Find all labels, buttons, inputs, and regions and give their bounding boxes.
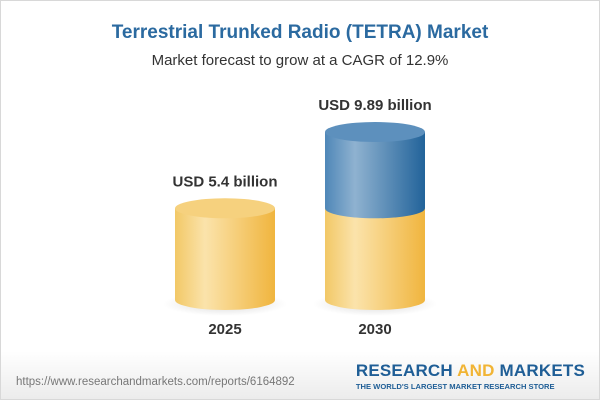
bar-2025-top bbox=[175, 198, 275, 219]
bar-2030-top bbox=[325, 122, 425, 142]
cylinder-chart: USD 5.4 billion 2025 USD 9.89 billion 2030 bbox=[163, 97, 437, 338]
source-url[interactable]: https://www.researchandmarkets.com/repor… bbox=[16, 376, 295, 388]
chart-subtitle: Market forecast to grow at a CAGR of 12.… bbox=[151, 52, 449, 69]
x-tick-label: 2030 bbox=[358, 321, 391, 338]
bar-2025-base-body bbox=[175, 208, 275, 310]
research-and-markets-logo: RESEARCH AND MARKETS THE WORLD'S LARGEST… bbox=[355, 361, 585, 391]
footer: https://www.researchandmarkets.com/repor… bbox=[1, 351, 599, 399]
chart-title: Terrestrial Trunked Radio (TETRA) Market bbox=[111, 22, 489, 43]
data-label: USD 9.89 billion bbox=[318, 97, 431, 114]
bar-2030-base-body bbox=[325, 208, 425, 310]
bar-2030-growth-body bbox=[325, 132, 425, 219]
x-tick-label: 2025 bbox=[208, 321, 241, 338]
data-label: USD 5.4 billion bbox=[172, 173, 277, 190]
